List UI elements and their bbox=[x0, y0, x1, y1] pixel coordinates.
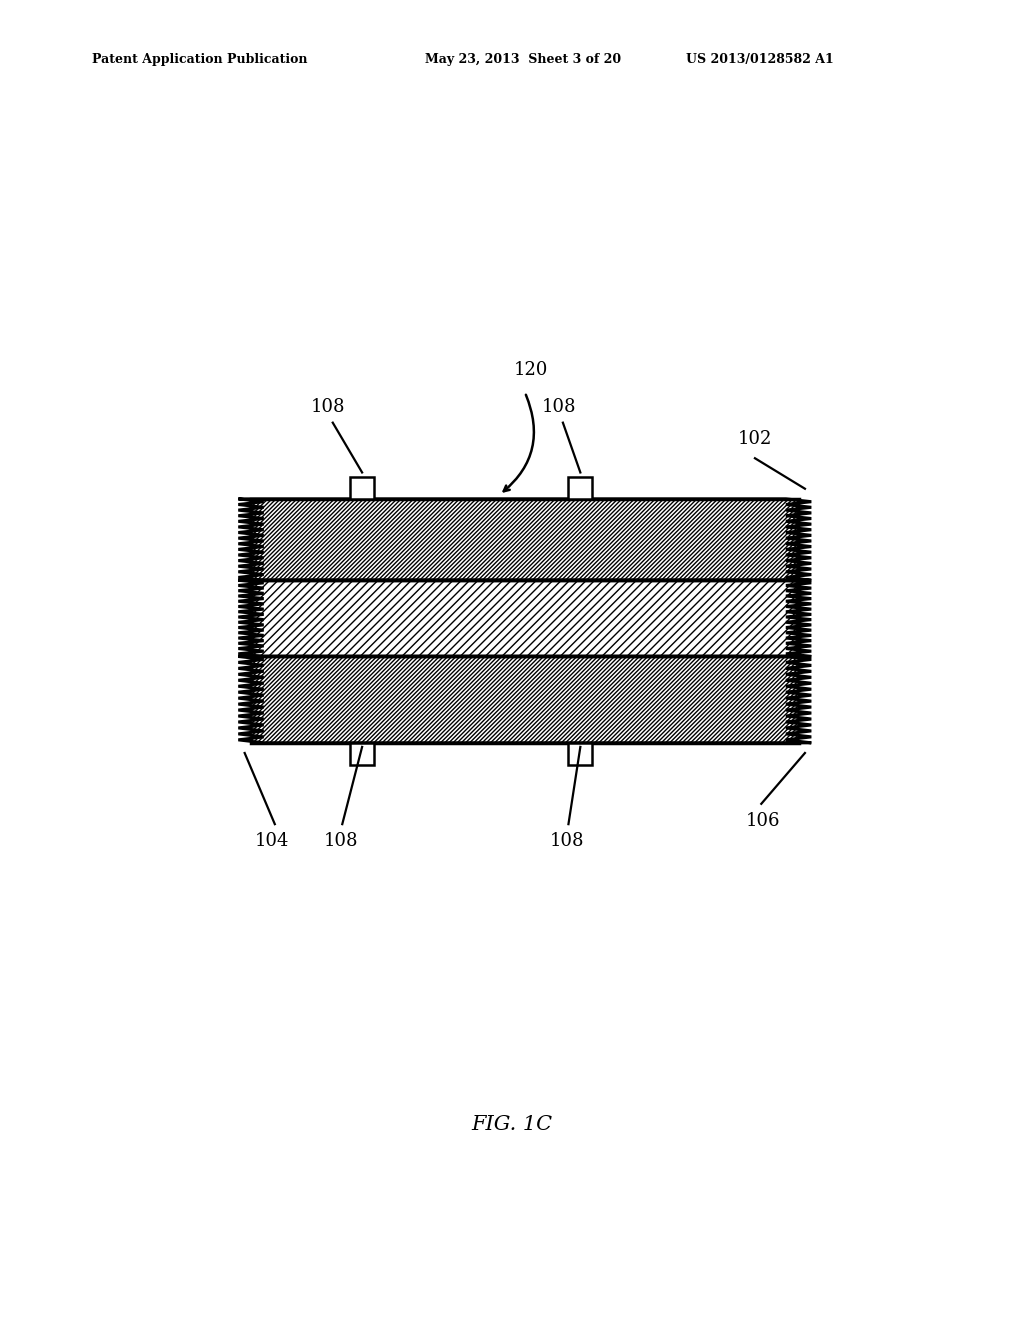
Text: 120: 120 bbox=[514, 360, 548, 379]
Text: 102: 102 bbox=[737, 430, 772, 447]
Text: 108: 108 bbox=[542, 397, 577, 416]
Text: May 23, 2013  Sheet 3 of 20: May 23, 2013 Sheet 3 of 20 bbox=[425, 53, 622, 66]
Polygon shape bbox=[239, 581, 811, 656]
Bar bbox=[350, 743, 374, 766]
Text: US 2013/0128582 A1: US 2013/0128582 A1 bbox=[686, 53, 834, 66]
Text: 108: 108 bbox=[310, 397, 345, 416]
Text: Patent Application Publication: Patent Application Publication bbox=[92, 53, 307, 66]
Bar bbox=[350, 477, 374, 499]
Text: 106: 106 bbox=[745, 812, 780, 830]
Text: FIG. 1C: FIG. 1C bbox=[471, 1115, 553, 1134]
Text: 108: 108 bbox=[324, 833, 358, 850]
Polygon shape bbox=[239, 499, 811, 581]
Text: 108: 108 bbox=[550, 833, 584, 850]
Bar bbox=[568, 743, 592, 766]
Text: 104: 104 bbox=[255, 833, 290, 850]
Polygon shape bbox=[239, 656, 811, 743]
Bar bbox=[568, 477, 592, 499]
